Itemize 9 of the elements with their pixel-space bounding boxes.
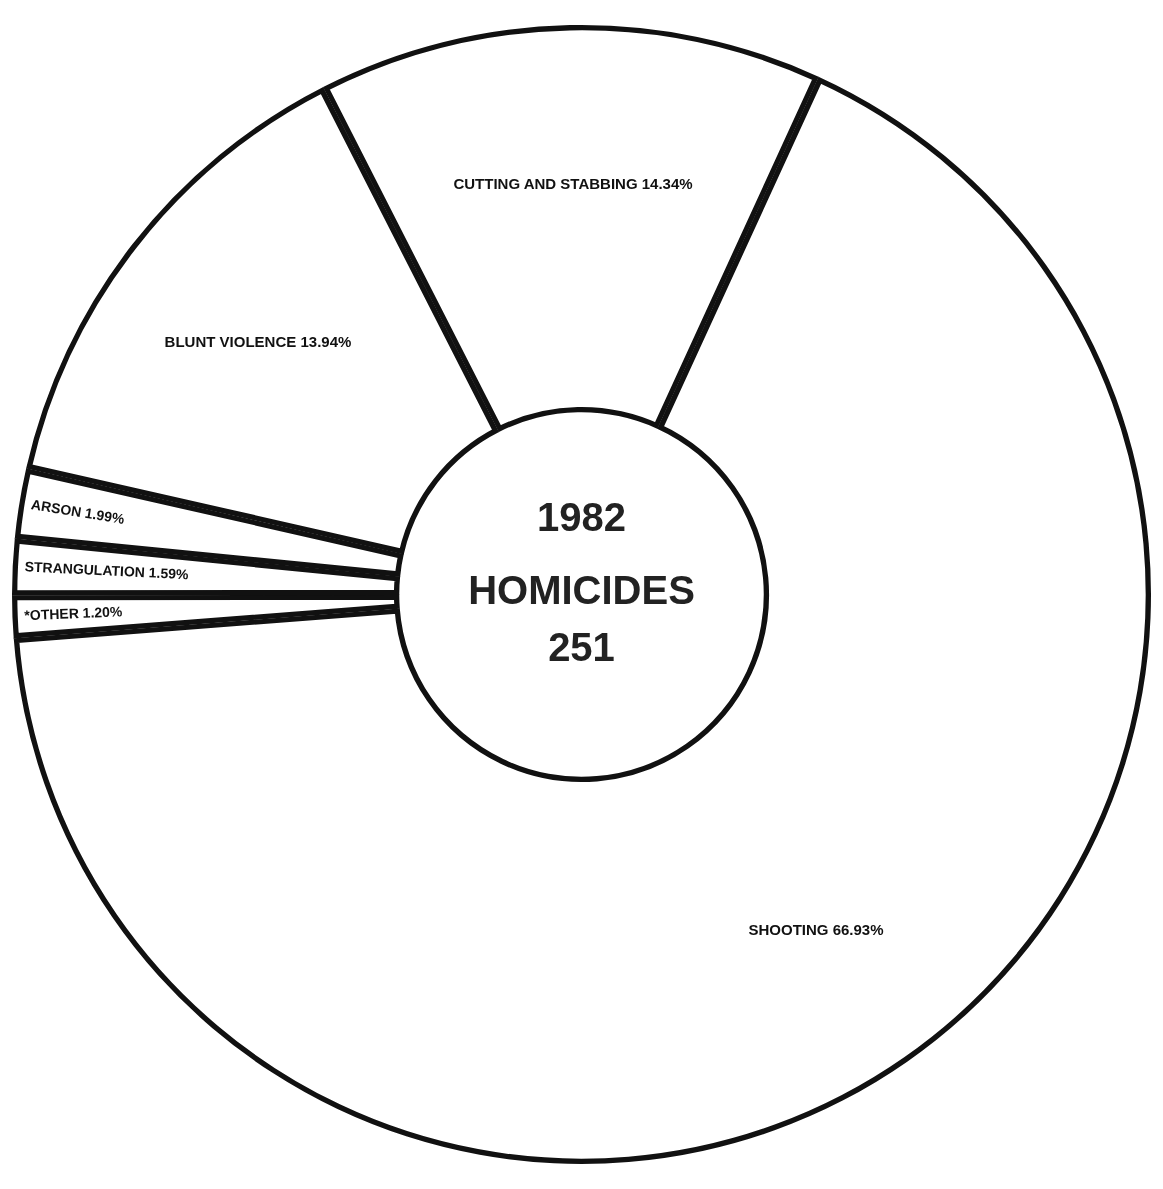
slice-label: BLUNT VIOLENCE 13.94%: [164, 332, 352, 350]
slice-label: SHOOTING 66.93%: [748, 921, 884, 938]
slice-label: *OTHER 1.20%: [24, 603, 124, 624]
text: 1982: [537, 494, 626, 539]
text: 251: [547, 624, 616, 670]
slice-label: STRANGULATION 1.59%: [24, 558, 190, 583]
text: HOMICIDES: [468, 567, 695, 612]
slice-label: ARSON 1.99%: [30, 496, 127, 528]
slice-label: CUTTING AND STABBING 14.34%: [453, 174, 693, 192]
